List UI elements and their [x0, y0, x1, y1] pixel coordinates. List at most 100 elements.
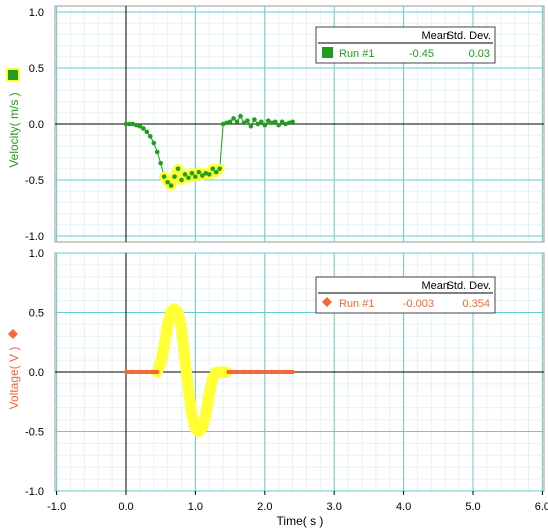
velocity-point — [259, 119, 264, 125]
velocity-point — [217, 166, 222, 172]
voltage-point — [123, 369, 129, 375]
stats-header-mean: Mean — [421, 30, 449, 42]
voltage-point — [130, 369, 136, 375]
velocity-point — [127, 121, 132, 127]
velocity-point — [286, 120, 292, 126]
voltage-point — [248, 369, 254, 375]
x-tick-label: 6.0 — [535, 501, 548, 513]
velocity-point — [144, 129, 150, 135]
y-tick-label: -0.5 — [25, 427, 44, 439]
velocity-point — [137, 123, 143, 129]
velocity-point — [252, 117, 257, 122]
x-tick-label: 4.0 — [396, 501, 411, 513]
voltage-point — [255, 369, 261, 375]
orange-diamond-icon — [322, 297, 332, 307]
velocity-point — [206, 172, 212, 177]
velocity-point — [179, 177, 184, 183]
velocity-point — [276, 122, 281, 128]
x-tick-label: 2.0 — [257, 501, 272, 513]
velocity-point — [255, 121, 261, 127]
x-tick-label: 5.0 — [465, 501, 480, 513]
velocity-point — [123, 121, 129, 127]
velocity-point — [175, 166, 181, 172]
y-tick-label: 0.5 — [29, 63, 44, 75]
voltage-point — [234, 369, 240, 375]
green-square-icon — [322, 47, 333, 58]
y-axis-label: Voltage( V ) — [7, 347, 21, 410]
velocity-point — [269, 120, 275, 126]
velocity-point — [279, 119, 285, 125]
stats-mean-value: -0.003 — [403, 298, 434, 310]
velocity-point — [234, 119, 240, 125]
velocity-point — [130, 121, 136, 127]
velocity-point — [161, 174, 167, 179]
x-tick-label: 3.0 — [327, 501, 342, 513]
velocity-point — [134, 122, 139, 128]
x-tick-label: 1.0 — [188, 501, 203, 513]
velocity-point — [210, 166, 216, 172]
x-tick-label: -1.0 — [47, 501, 66, 513]
stats-header-std: Std. Dev. — [447, 280, 491, 292]
stats-run-label: Run #1 — [339, 48, 374, 60]
stats-box — [315, 26, 496, 64]
voltage-point — [227, 369, 233, 375]
velocity-point — [141, 126, 146, 131]
y-tick-label: 0.0 — [29, 367, 44, 379]
velocity-point — [182, 172, 188, 177]
velocity-point — [203, 170, 209, 176]
stats-std-value: 0.03 — [469, 48, 490, 60]
voltage-point — [155, 369, 160, 375]
y-tick-label: -1.0 — [25, 231, 44, 243]
velocity-point — [193, 174, 198, 179]
velocity-point — [224, 120, 229, 126]
y-tick-label: -0.5 — [25, 175, 44, 187]
velocity-point — [172, 174, 177, 179]
velocity-point — [241, 120, 247, 126]
velocity-point — [196, 169, 202, 175]
velocity-point — [245, 118, 250, 123]
velocity-point — [231, 116, 236, 121]
y-tick-label: -1.0 — [25, 486, 44, 498]
voltage-highlight — [151, 303, 233, 437]
velocity-point — [248, 123, 254, 129]
voltage-point — [137, 369, 143, 375]
velocity-point — [165, 179, 170, 185]
velocity-point — [158, 160, 163, 166]
voltage-point — [151, 369, 156, 375]
voltage-point — [290, 369, 295, 375]
velocity-point — [154, 149, 160, 155]
stats-box — [315, 276, 496, 314]
velocity-point — [238, 113, 243, 119]
y-tick-label: 1.0 — [29, 7, 44, 19]
y-tick-label: 0.5 — [29, 308, 44, 320]
velocity-point — [213, 169, 219, 175]
voltage-point — [276, 369, 281, 375]
stats-header-std: Std. Dev. — [447, 30, 491, 42]
stats-std-value: 0.354 — [462, 298, 490, 310]
voltage-point — [262, 369, 267, 375]
velocity-point — [151, 140, 157, 146]
velocity-point — [220, 121, 226, 127]
velocity-point — [227, 119, 233, 125]
voltage-point — [144, 369, 150, 375]
voltage-point — [283, 369, 288, 375]
voltage-point — [269, 369, 274, 375]
orange-diamond-icon — [8, 329, 18, 339]
velocity-point — [265, 118, 271, 123]
x-tick-label: 0.0 — [118, 501, 133, 513]
velocity-panel: 1.0 0.5 0.0 -0.5 -1.0 Velocity( m/s ) MeanStd.… — [6, 5, 545, 243]
y-axis-label: Velocity( m/s ) — [7, 92, 21, 167]
stats-run-label: Run #1 — [339, 298, 374, 310]
y-tick-label: 0.0 — [29, 119, 44, 131]
stats-mean-value: -0.45 — [409, 48, 434, 60]
velocity-point — [189, 170, 195, 176]
y-tick-label: 1.0 — [29, 248, 44, 260]
velocity-point — [168, 183, 174, 188]
velocity-point — [290, 119, 295, 125]
green-square-icon — [8, 70, 18, 80]
voltage-point — [241, 369, 247, 375]
velocity-point — [283, 121, 288, 127]
x-axis-label: Time( s ) — [277, 514, 324, 528]
